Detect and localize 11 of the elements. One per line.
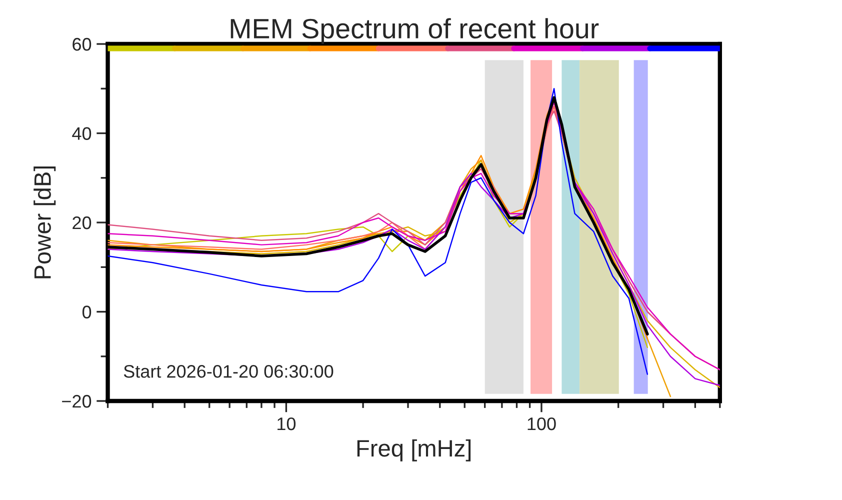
annotation: Start 2026-01-20 06:30:00	[124, 365, 334, 378]
x-tick-label: 100	[528, 417, 556, 430]
y-tick-label: 20	[72, 216, 92, 230]
x-axis-title: Freq [mHz]	[357, 439, 471, 462]
y-tick-label: 40	[72, 127, 92, 140]
y-axis-title: Power [dB]	[34, 166, 56, 278]
y-tick-label: 0	[82, 306, 92, 318]
x-tick-label: 10	[278, 417, 296, 430]
y-tick-label: −20	[62, 394, 92, 408]
chart-title: MEM Spectrum of recent hour	[230, 18, 599, 44]
y-tick-label: 60	[72, 38, 92, 51]
